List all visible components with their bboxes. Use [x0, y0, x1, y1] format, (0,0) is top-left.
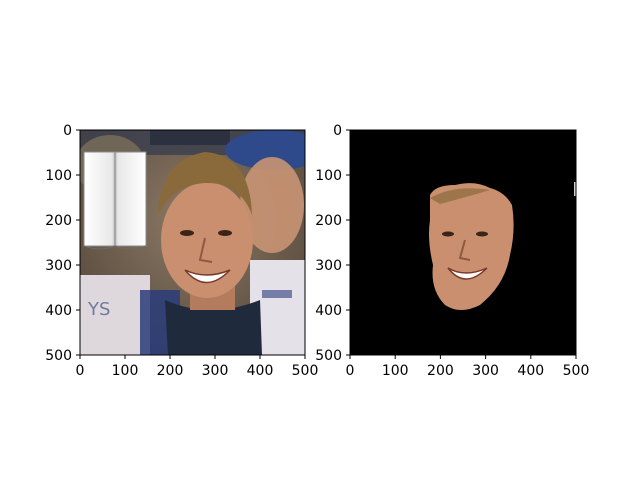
right-x-tick-label: 100 — [382, 363, 409, 379]
left-y-tick-label: 200 — [45, 213, 72, 229]
open-book-graphic — [83, 151, 147, 250]
right-y-tick-label: 500 — [315, 348, 342, 364]
right-x-tick-label: 200 — [427, 363, 454, 379]
right-mask-image — [350, 130, 576, 355]
right-y-tick-label: 300 — [315, 258, 342, 274]
right-y-tick-label: 0 — [333, 123, 342, 139]
left-x-tick-label: 500 — [292, 363, 319, 379]
left-y-tick-label: 500 — [45, 348, 72, 364]
left-x-tick-label: 0 — [76, 363, 85, 379]
left-axes-frame — [79, 129, 306, 356]
left-x-tick-label: 300 — [202, 363, 229, 379]
left-x-tick-label: 400 — [247, 363, 274, 379]
right-x-tick-label: 500 — [563, 363, 590, 379]
right-axes-frame — [349, 129, 577, 356]
left-x-tick-label: 200 — [157, 363, 184, 379]
left-y-tick-label: 300 — [45, 258, 72, 274]
right-x-tick-label: 400 — [517, 363, 544, 379]
left-y-tick-label: 400 — [45, 303, 72, 319]
left-x-tick-label: 100 — [112, 363, 139, 379]
left-y-tick-label: 0 — [63, 123, 72, 139]
right-x-tick-label: 300 — [472, 363, 499, 379]
right-y-tick-label: 100 — [315, 168, 342, 184]
left-y-tick-label: 100 — [45, 168, 72, 184]
svg-text:YS: YS — [87, 299, 110, 320]
right-x-tick-label: 0 — [346, 363, 355, 379]
left-photo: YS — [80, 130, 305, 355]
right-y-tick-label: 400 — [315, 303, 342, 319]
right-y-tick-label: 200 — [315, 213, 342, 229]
